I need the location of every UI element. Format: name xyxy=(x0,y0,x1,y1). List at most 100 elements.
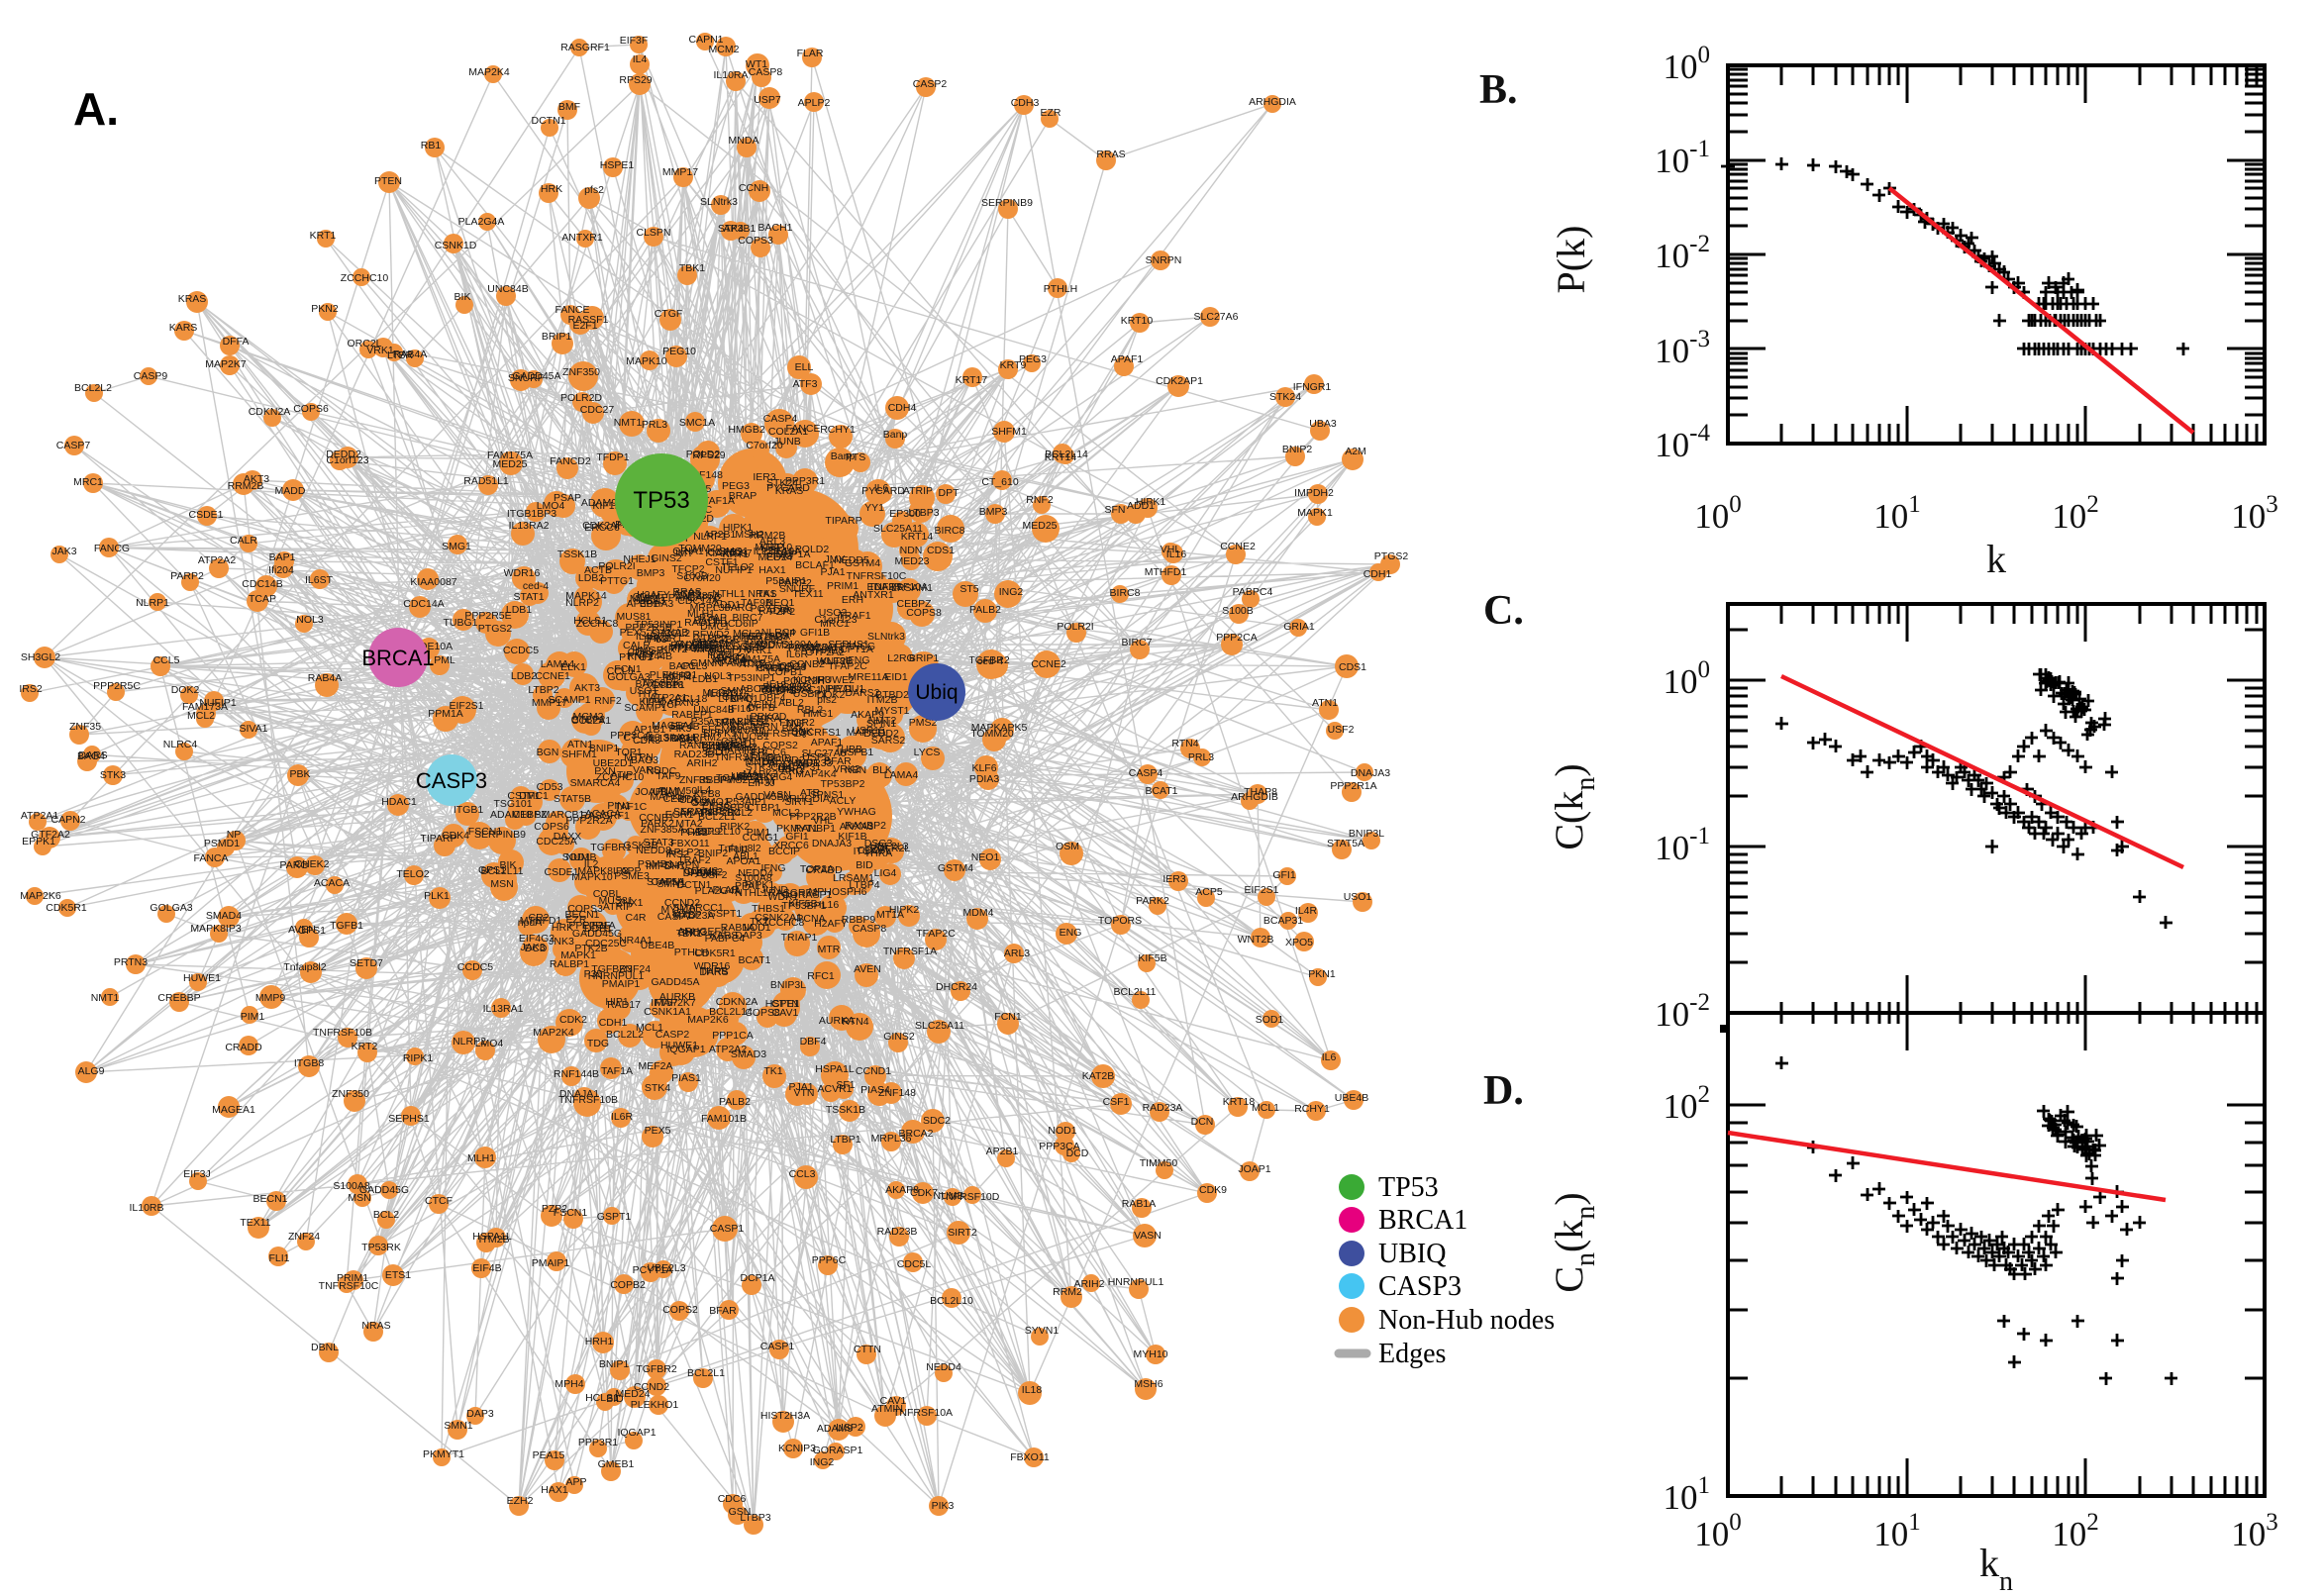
svg-text:CSDE1: CSDE1 xyxy=(188,509,223,521)
svg-text:IL18: IL18 xyxy=(766,679,787,691)
svg-text:JOAP1: JOAP1 xyxy=(1238,1163,1270,1175)
svg-text:CASP1: CASP1 xyxy=(710,1223,745,1235)
svg-text:MTHFD1: MTHFD1 xyxy=(520,915,562,927)
svg-text:SLNtrk3: SLNtrk3 xyxy=(867,631,905,643)
svg-text:IFI16: IFI16 xyxy=(728,703,752,715)
svg-text:FANCA: FANCA xyxy=(193,852,228,864)
svg-text:THBS1: THBS1 xyxy=(752,903,785,915)
svg-text:UBA3: UBA3 xyxy=(638,595,665,607)
svg-text:NMT1: NMT1 xyxy=(91,992,120,1004)
svg-text:MUS81: MUS81 xyxy=(616,611,651,623)
svg-text:IL13RA1: IL13RA1 xyxy=(483,1003,524,1015)
svg-text:HNRNPUL1: HNRNPUL1 xyxy=(1108,1276,1164,1288)
svg-text:L2RG: L2RG xyxy=(887,652,914,664)
svg-text:ARHGDIA: ARHGDIA xyxy=(1249,96,1296,108)
svg-text:MSH6: MSH6 xyxy=(1134,1378,1162,1390)
svg-text:SMC1A: SMC1A xyxy=(679,417,715,429)
svg-text:APP: APP xyxy=(565,1476,586,1488)
svg-text:BACH1: BACH1 xyxy=(758,222,792,234)
svg-text:C4R: C4R xyxy=(625,912,646,924)
svg-text:CCNG1: CCNG1 xyxy=(743,832,779,844)
svg-text:PTEN: PTEN xyxy=(374,175,402,187)
svg-text:BIK: BIK xyxy=(454,291,471,303)
svg-text:CCNE2: CCNE2 xyxy=(1031,658,1066,670)
svg-text:TAF1C: TAF1C xyxy=(615,801,648,813)
svg-text:IL10RA: IL10RA xyxy=(713,69,748,81)
svg-text:STK3: STK3 xyxy=(100,769,126,781)
svg-text:GSN: GSN xyxy=(729,1506,752,1518)
svg-text:SOD1: SOD1 xyxy=(562,851,591,863)
svg-text:PEX5: PEX5 xyxy=(645,1125,671,1137)
svg-text:PIM1: PIM1 xyxy=(241,1011,265,1023)
svg-text:UBA3: UBA3 xyxy=(1309,418,1337,430)
svg-text:PRL3: PRL3 xyxy=(642,419,667,431)
svg-text:EIF4B: EIF4B xyxy=(472,1262,501,1274)
svg-text:CASP4: CASP4 xyxy=(763,413,798,425)
svg-text:PTHLH: PTHLH xyxy=(1044,283,1077,295)
svg-text:PSMD1: PSMD1 xyxy=(638,858,673,870)
svg-text:SRF: SRF xyxy=(715,717,736,729)
svg-text:BCL2L14: BCL2L14 xyxy=(709,1006,753,1018)
svg-text:SF1: SF1 xyxy=(836,1079,855,1091)
svg-text:COPS6: COPS6 xyxy=(293,403,329,415)
svg-text:pfs2: pfs2 xyxy=(817,694,837,706)
svg-text:DEDD2: DEDD2 xyxy=(863,728,899,740)
svg-text:PRKCD: PRKCD xyxy=(751,711,787,723)
svg-text:MSH2: MSH2 xyxy=(735,529,763,541)
svg-text:CR2: CR2 xyxy=(528,912,549,924)
svg-text:CDC5L: CDC5L xyxy=(858,845,892,856)
svg-text:RAD17: RAD17 xyxy=(684,617,718,629)
svg-text:npdA: npdA xyxy=(643,694,667,706)
svg-text:C1orf123: C1orf123 xyxy=(814,614,857,626)
svg-text:ELK1: ELK1 xyxy=(560,661,586,673)
svg-text:SNRPN: SNRPN xyxy=(1146,254,1182,266)
svg-text:BCL2L1: BCL2L1 xyxy=(698,811,736,823)
svg-text:KPB8: KPB8 xyxy=(694,788,721,800)
svg-text:EIF2S1: EIF2S1 xyxy=(1244,884,1278,896)
svg-text:RAD51L1: RAD51L1 xyxy=(670,640,716,651)
svg-text:ITGB1: ITGB1 xyxy=(454,804,484,816)
svg-text:CASP7: CASP7 xyxy=(56,440,91,451)
svg-text:HMGB2: HMGB2 xyxy=(728,424,765,436)
svg-text:CDK2AP1: CDK2AP1 xyxy=(582,520,630,532)
svg-text:RNF144B: RNF144B xyxy=(627,650,672,662)
svg-text:PPM1A: PPM1A xyxy=(428,708,463,720)
svg-text:DFFA: DFFA xyxy=(223,336,250,348)
svg-text:CDH4: CDH4 xyxy=(888,402,917,414)
svg-text:CDC6: CDC6 xyxy=(679,794,708,806)
svg-text:Edges: Edges xyxy=(1378,1339,1446,1369)
svg-text:BCL2: BCL2 xyxy=(373,1209,399,1221)
svg-text:S100A8: S100A8 xyxy=(735,872,772,884)
svg-text:AKAP8: AKAP8 xyxy=(885,1184,919,1196)
svg-text:CALR: CALR xyxy=(230,535,257,547)
svg-text:LTBP4: LTBP4 xyxy=(849,879,879,891)
svg-text:BFAR: BFAR xyxy=(709,1305,737,1317)
svg-text:BCAP31: BCAP31 xyxy=(781,761,821,773)
svg-text:IL18: IL18 xyxy=(1022,1384,1043,1396)
svg-text:CDC25C: CDC25C xyxy=(585,938,627,949)
svg-text:EIF3J: EIF3J xyxy=(748,777,774,789)
svg-text:PEX5: PEX5 xyxy=(620,627,647,639)
svg-text:PYCARD: PYCARD xyxy=(861,485,905,497)
svg-text:FLI1: FLI1 xyxy=(728,844,749,855)
svg-text:HRK: HRK xyxy=(552,922,573,934)
svg-text:IL4: IL4 xyxy=(697,784,712,796)
svg-text:RBBP9: RBBP9 xyxy=(716,802,751,814)
svg-text:JNK3: JNK3 xyxy=(786,682,812,694)
svg-text:BIRC8: BIRC8 xyxy=(935,525,965,537)
svg-text:LIG4: LIG4 xyxy=(874,867,897,879)
svg-text:TBK1: TBK1 xyxy=(676,928,702,940)
svg-text:KARS: KARS xyxy=(710,930,739,942)
svg-text:KRT17: KRT17 xyxy=(956,374,988,386)
svg-text:IL6R: IL6R xyxy=(611,1111,634,1123)
svg-text:MED23: MED23 xyxy=(702,687,737,699)
svg-text:PJA1: PJA1 xyxy=(820,566,845,578)
svg-text:RRAS: RRAS xyxy=(672,586,701,598)
svg-text:BID: BID xyxy=(606,1393,624,1405)
svg-text:SH3GL2: SH3GL2 xyxy=(21,651,60,663)
svg-text:XRCC6: XRCC6 xyxy=(773,840,809,851)
svg-text:BIK: BIK xyxy=(500,859,517,871)
svg-text:ARL3: ARL3 xyxy=(759,536,785,548)
svg-text:ATP2A1: ATP2A1 xyxy=(650,692,687,704)
svg-text:IQGAP1: IQGAP1 xyxy=(666,1044,705,1055)
